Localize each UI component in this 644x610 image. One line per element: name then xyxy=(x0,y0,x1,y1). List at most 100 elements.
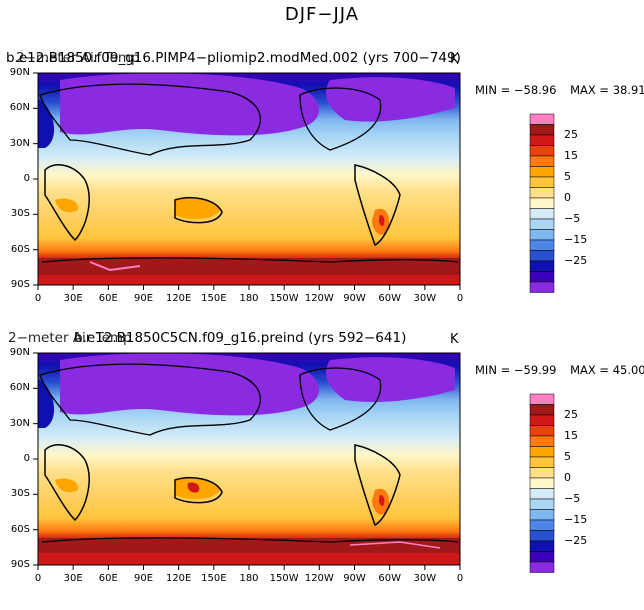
x-tick-label: 60E xyxy=(98,573,118,584)
colorbar-label: 5 xyxy=(564,450,571,463)
x-tick-label: 150E xyxy=(201,293,227,304)
map-2 xyxy=(37,352,461,566)
panel-1-units: K xyxy=(450,52,459,67)
panel-2-run-title: b.e12.B1850C5CN.f09_g16.preind (yrs 592−… xyxy=(74,330,407,346)
panel-1-run-title: b.e12.B1850.f09_g16.PIMP4−pliomip2.modMe… xyxy=(6,50,461,66)
panel-2-min: MIN = −59.99 xyxy=(475,363,557,377)
panel-2-max: MAX = 45.00 xyxy=(570,363,644,377)
colorbar-swatch xyxy=(529,488,555,500)
y-tick-label: 30S xyxy=(10,488,30,500)
x-tick-label: 0 xyxy=(34,293,42,304)
x-tick-label: 180 xyxy=(239,573,259,584)
colorbar-swatch xyxy=(529,229,555,241)
map-plots xyxy=(33,72,555,573)
map-panel-2: b.e12.B1850C5CN.f09_g16.preind (yrs 592−… xyxy=(0,330,644,610)
y-tick-label: 0 xyxy=(23,453,30,464)
x-tick-label: 150E xyxy=(201,573,227,584)
colorbar-swatch xyxy=(529,467,555,479)
colorbar-swatch xyxy=(529,250,555,262)
y-tick-label: 60N xyxy=(9,382,30,394)
colorbar-swatch xyxy=(529,561,555,573)
figure-title: DJF−JJA xyxy=(284,4,360,25)
panel-1-max: MAX = 38.91 xyxy=(570,83,644,97)
colorbar-label: −15 xyxy=(564,233,588,246)
colorbar-swatch xyxy=(529,260,555,272)
colorbar-swatch xyxy=(529,155,555,167)
colorbar-swatch xyxy=(529,498,555,510)
x-tick-label: 60W xyxy=(378,293,401,304)
x-tick-label: 90E xyxy=(133,573,154,584)
colorbar-swatch xyxy=(529,477,555,489)
colorbar-swatch xyxy=(529,208,555,220)
x-tick-label: 180 xyxy=(239,293,259,304)
colorbar-swatch xyxy=(529,166,555,178)
colorbar-swatch xyxy=(529,176,555,188)
colorbar-label: 0 xyxy=(564,471,571,484)
x-tick-label: 150W xyxy=(269,573,299,584)
colorbar-swatch xyxy=(529,404,555,416)
colorbar-swatch xyxy=(529,145,555,157)
colorbar-swatch xyxy=(529,530,555,542)
colorbar-swatch xyxy=(529,540,555,552)
colorbar-label: 0 xyxy=(564,191,571,204)
x-tick-label: 120W xyxy=(304,293,334,304)
colorbar-swatch xyxy=(529,519,555,531)
x-tick-label: 120E xyxy=(165,293,192,304)
colorbar-label: −5 xyxy=(564,492,581,505)
y-tick-label: 30N xyxy=(9,137,30,149)
colorbar-swatch xyxy=(529,425,555,437)
colorbar-swatch xyxy=(529,187,555,199)
colorbar-swatch xyxy=(529,281,555,293)
colorbar-swatch xyxy=(529,271,555,283)
panel-1-min: MIN = −58.96 xyxy=(475,83,557,97)
colorbar-swatch xyxy=(529,393,555,405)
colorbar-swatch xyxy=(529,446,555,458)
colorbar-swatch xyxy=(529,456,555,468)
colorbar-swatch xyxy=(529,239,555,251)
colorbar-label: 25 xyxy=(564,128,578,141)
colorbar-swatch xyxy=(529,134,555,146)
colorbar-label: −25 xyxy=(564,254,588,267)
y-tick-label: 30S xyxy=(10,208,30,220)
colorbar-swatch xyxy=(529,509,555,521)
colorbar-swatch xyxy=(529,113,555,125)
x-tick-label: 150W xyxy=(269,293,299,304)
x-tick-label: 0 xyxy=(34,573,42,584)
colorbar-label: 15 xyxy=(564,429,578,442)
y-tick-label: 90N xyxy=(9,347,30,358)
x-tick-label: 30E xyxy=(63,573,83,584)
colorbar-label: −15 xyxy=(564,513,588,526)
x-tick-label: 0 xyxy=(456,573,464,584)
map-panel-1: b.e12.B1850.f09_g16.PIMP4−pliomip2.modMe… xyxy=(0,50,644,330)
panel-2-variable-title: 2−meter Air Temp xyxy=(8,330,132,346)
x-tick-label: 90W xyxy=(343,573,366,584)
colorbar-swatch xyxy=(529,218,555,230)
panel-1-variable-title: 2−meter Air Temp xyxy=(16,50,140,66)
colorbar-swatch xyxy=(529,197,555,209)
y-tick-label: 90S xyxy=(10,559,30,570)
axis-ticks xyxy=(33,72,461,570)
colorbar-swatch xyxy=(529,124,555,136)
panel-2-units: K xyxy=(450,332,459,347)
y-tick-label: 60S xyxy=(10,523,30,535)
y-tick-label: 60N xyxy=(9,102,30,114)
panel-2-stats: MIN = −59.99 MAX = 45.00 xyxy=(475,363,644,377)
y-tick-label: 90N xyxy=(9,67,30,78)
x-tick-label: 60W xyxy=(378,573,401,584)
x-tick-label: 30W xyxy=(413,293,437,304)
x-tick-label: 30W xyxy=(413,573,437,584)
y-tick-label: 30N xyxy=(9,417,30,429)
x-tick-label: 0 xyxy=(456,293,464,304)
map-1 xyxy=(37,72,461,286)
colorbar-label: 15 xyxy=(564,149,578,162)
x-tick-label: 90E xyxy=(133,293,154,304)
x-tick-label: 120W xyxy=(304,573,334,584)
colorbars xyxy=(529,113,555,573)
x-tick-label: 90W xyxy=(343,293,366,304)
colorbar-label: 5 xyxy=(564,170,571,183)
x-tick-label: 30E xyxy=(63,293,83,304)
colorbar-swatch xyxy=(529,551,555,563)
y-tick-label: 60S xyxy=(10,243,30,255)
colorbar-label: 25 xyxy=(564,408,578,421)
y-tick-label: 0 xyxy=(23,173,30,184)
